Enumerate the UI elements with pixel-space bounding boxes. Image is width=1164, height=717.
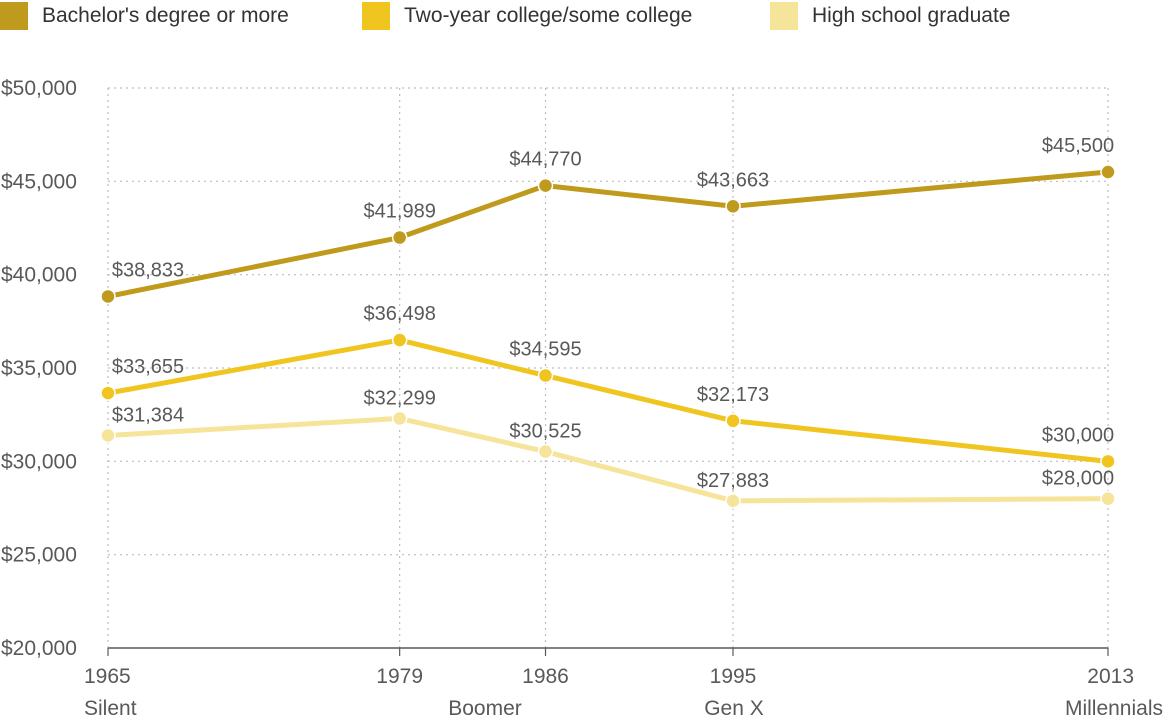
data-label: $34,595 <box>509 339 581 361</box>
data-point <box>391 229 408 246</box>
legend-label-two-year: Two-year college/some college <box>404 4 693 27</box>
y-tick-label: $20,000 <box>1 637 77 660</box>
x-tick-label: 1995 <box>710 665 757 688</box>
generation-label: Silent <box>84 697 137 717</box>
data-point <box>537 177 554 194</box>
x-tick-label: 1979 <box>376 665 423 688</box>
data-label: $32,299 <box>364 387 436 409</box>
legend-item-two-year: Two-year college/some college <box>362 2 692 30</box>
data-label: $30,525 <box>509 421 581 443</box>
data-point <box>391 332 408 348</box>
legend-label-high-school: High school graduate <box>812 4 1011 27</box>
data-point <box>1100 453 1116 470</box>
y-tick-label: $30,000 <box>1 450 77 473</box>
data-label: $41,989 <box>364 201 436 223</box>
x-tick-label: 1986 <box>522 665 569 688</box>
generation-label: Boomer <box>448 697 522 717</box>
data-point <box>537 443 554 460</box>
legend-swatch-bachelors <box>0 2 28 30</box>
data-point <box>100 427 116 444</box>
x-tick-label: 2013 <box>1087 665 1134 688</box>
y-tick-label: $50,000 <box>1 77 77 100</box>
data-point <box>725 198 741 215</box>
data-label: $38,833 <box>112 259 184 281</box>
data-point <box>100 385 116 401</box>
data-label: $44,770 <box>509 149 581 171</box>
data-label: $36,498 <box>364 303 436 325</box>
legend-label-bachelors: Bachelor's degree or more <box>42 4 289 27</box>
data-point <box>391 410 408 427</box>
data-point <box>100 288 116 305</box>
data-point <box>1100 490 1116 507</box>
series-line-1 <box>105 337 1111 464</box>
data-label: $30,000 <box>1042 424 1114 446</box>
series-line-2 <box>105 415 1111 504</box>
legend-item-bachelors: Bachelor's degree or more <box>0 2 289 30</box>
data-label: $45,500 <box>1042 135 1114 157</box>
y-tick-label: $40,000 <box>1 264 77 287</box>
y-tick-label: $35,000 <box>1 357 77 380</box>
data-point <box>1100 164 1116 180</box>
data-point <box>537 367 554 384</box>
legend-swatch-high-school <box>770 2 798 30</box>
y-tick-label: $45,000 <box>1 170 77 193</box>
legend-swatch-two-year <box>362 2 390 30</box>
data-point <box>725 493 741 509</box>
data-point <box>725 413 741 429</box>
data-label: $32,173 <box>697 384 769 406</box>
x-tick-label: 1965 <box>84 665 131 688</box>
data-label: $27,883 <box>697 470 769 492</box>
series-line-0 <box>105 169 1111 299</box>
generation-label: Millennials <box>1065 697 1163 717</box>
legend-item-high-school: High school graduate <box>770 2 1010 30</box>
y-tick-label: $25,000 <box>1 544 77 567</box>
generation-label: Gen X <box>704 697 764 717</box>
data-label: $28,000 <box>1042 468 1114 490</box>
data-label: $33,655 <box>112 356 184 378</box>
data-label: $31,384 <box>112 404 184 426</box>
data-label: $43,663 <box>697 169 769 191</box>
chart-legend: Bachelor's degree or more Two-year colle… <box>0 0 1164 36</box>
